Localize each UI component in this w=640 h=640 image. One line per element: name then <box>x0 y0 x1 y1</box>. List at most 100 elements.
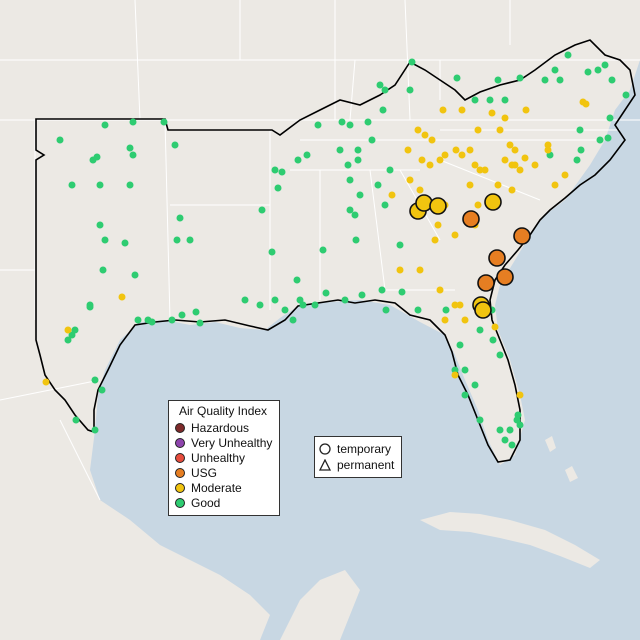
aqi-marker-moderate[interactable] <box>439 106 447 114</box>
aqi-marker-good[interactable] <box>456 341 464 349</box>
aqi-marker-good[interactable] <box>99 266 107 274</box>
aqi-marker-good[interactable] <box>494 76 502 84</box>
aqi-marker-good[interactable] <box>489 336 497 344</box>
aqi-marker-moderate[interactable] <box>511 161 519 169</box>
aqi-marker-good[interactable] <box>176 214 184 222</box>
aqi-marker-good[interactable] <box>134 316 142 324</box>
aqi-marker-moderate[interactable] <box>531 161 539 169</box>
aqi-marker-good[interactable] <box>336 146 344 154</box>
aqi-marker-moderate[interactable] <box>451 371 459 379</box>
aqi-marker-good[interactable] <box>121 239 129 247</box>
aqi-marker-good[interactable] <box>354 146 362 154</box>
aqi-marker-good[interactable] <box>496 426 504 434</box>
aqi-marker-good[interactable] <box>314 121 322 129</box>
aqi-marker-good[interactable] <box>148 318 156 326</box>
aqi-marker-good[interactable] <box>461 366 469 374</box>
aqi-marker-good[interactable] <box>96 221 104 229</box>
aqi-marker-moderate[interactable] <box>118 293 126 301</box>
aqi-marker-moderate[interactable] <box>471 161 479 169</box>
aqi-marker-moderate[interactable] <box>476 166 484 174</box>
aqi-marker-moderate[interactable] <box>434 221 442 229</box>
aqi-marker-moderate[interactable] <box>544 141 552 149</box>
aqi-marker-moderate[interactable] <box>582 100 590 108</box>
aqi-marker-good[interactable] <box>168 316 176 324</box>
aqi-marker-moderate[interactable] <box>544 146 552 154</box>
aqi-marker-good[interactable] <box>451 366 459 374</box>
aqi-marker-good[interactable] <box>98 386 106 394</box>
aqi-marker-usg-temporary[interactable] <box>462 210 480 228</box>
aqi-marker-moderate[interactable] <box>496 126 504 134</box>
aqi-marker-good[interactable] <box>96 181 104 189</box>
aqi-marker-good[interactable] <box>541 76 549 84</box>
aqi-marker-good[interactable] <box>294 156 302 164</box>
aqi-marker-good[interactable] <box>271 296 279 304</box>
aqi-marker-moderate[interactable] <box>494 181 502 189</box>
aqi-marker-good[interactable] <box>268 248 276 256</box>
aqi-marker-good[interactable] <box>564 51 572 59</box>
aqi-marker-moderate[interactable] <box>474 126 482 134</box>
aqi-marker-good[interactable] <box>414 306 422 314</box>
aqi-marker-moderate[interactable] <box>508 186 516 194</box>
aqi-marker-moderate[interactable] <box>458 106 466 114</box>
aqi-marker-good[interactable] <box>356 191 364 199</box>
aqi-marker-moderate[interactable] <box>488 109 496 117</box>
aqi-marker-good[interactable] <box>381 201 389 209</box>
aqi-marker-good[interactable] <box>289 316 297 324</box>
aqi-marker-moderate[interactable] <box>511 146 519 154</box>
aqi-marker-good[interactable] <box>396 241 404 249</box>
aqi-marker-good[interactable] <box>71 326 79 334</box>
aqi-marker-good[interactable] <box>293 276 301 284</box>
aqi-marker-good[interactable] <box>68 181 76 189</box>
aqi-marker-good[interactable] <box>241 296 249 304</box>
aqi-marker-good[interactable] <box>406 86 414 94</box>
aqi-marker-good[interactable] <box>398 288 406 296</box>
aqi-marker-good[interactable] <box>573 156 581 164</box>
aqi-marker-good[interactable] <box>338 118 346 126</box>
aqi-marker-good[interactable] <box>442 306 450 314</box>
aqi-marker-moderate-temporary[interactable] <box>484 193 502 211</box>
aqi-marker-good[interactable] <box>622 91 630 99</box>
aqi-marker-moderate[interactable] <box>64 326 72 334</box>
aqi-marker-good[interactable] <box>91 376 99 384</box>
aqi-marker-good[interactable] <box>271 166 279 174</box>
aqi-marker-moderate[interactable] <box>474 201 482 209</box>
aqi-marker-moderate[interactable] <box>396 266 404 274</box>
aqi-marker-good[interactable] <box>378 286 386 294</box>
aqi-marker-good[interactable] <box>471 96 479 104</box>
aqi-marker-good[interactable] <box>453 74 461 82</box>
aqi-marker-good[interactable] <box>299 301 307 309</box>
aqi-marker-good[interactable] <box>496 351 504 359</box>
aqi-marker-good[interactable] <box>501 96 509 104</box>
aqi-marker-good[interactable] <box>596 136 604 144</box>
aqi-marker-good[interactable] <box>551 66 559 74</box>
aqi-marker-good[interactable] <box>64 336 72 344</box>
aqi-marker-good[interactable] <box>72 416 80 424</box>
aqi-marker-good[interactable] <box>508 441 516 449</box>
aqi-marker-good[interactable] <box>341 296 349 304</box>
aqi-marker-good[interactable] <box>604 134 612 142</box>
aqi-marker-moderate[interactable] <box>441 316 449 324</box>
aqi-marker-moderate[interactable] <box>416 186 424 194</box>
aqi-marker-moderate[interactable] <box>481 166 489 174</box>
aqi-marker-moderate[interactable] <box>428 136 436 144</box>
aqi-marker-good[interactable] <box>256 301 264 309</box>
aqi-marker-moderate-temporary[interactable] <box>429 197 447 215</box>
aqi-marker-good[interactable] <box>346 176 354 184</box>
aqi-marker-good[interactable] <box>126 144 134 152</box>
aqi-marker-good[interactable] <box>358 291 366 299</box>
aqi-marker-good[interactable] <box>93 153 101 161</box>
aqi-marker-moderate[interactable] <box>506 141 514 149</box>
aqi-marker-good[interactable] <box>584 68 592 76</box>
aqi-marker-good[interactable] <box>278 168 286 176</box>
aqi-marker-good[interactable] <box>160 118 168 126</box>
aqi-marker-good[interactable] <box>129 118 137 126</box>
aqi-marker-good[interactable] <box>311 301 319 309</box>
aqi-marker-moderate[interactable] <box>451 231 459 239</box>
aqi-marker-usg-temporary[interactable] <box>496 268 514 286</box>
aqi-marker-good[interactable] <box>601 61 609 69</box>
aqi-marker-moderate[interactable] <box>521 154 529 162</box>
aqi-marker-good[interactable] <box>476 416 484 424</box>
aqi-marker-good[interactable] <box>556 76 564 84</box>
aqi-marker-good[interactable] <box>608 76 616 84</box>
aqi-marker-moderate[interactable] <box>418 156 426 164</box>
